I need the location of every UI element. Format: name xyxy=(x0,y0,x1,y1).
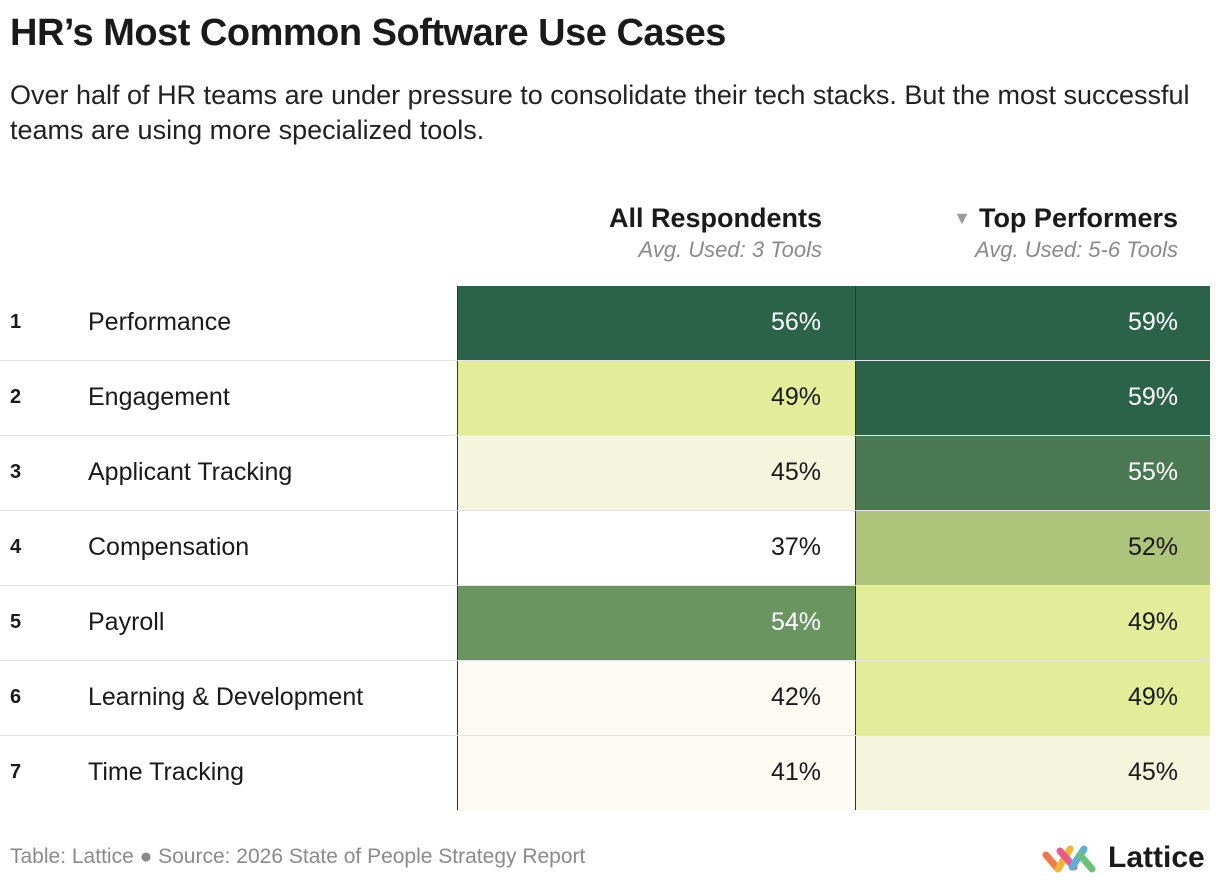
column-header-all-respondents[interactable]: All Respondents Avg. Used: 3 Tools xyxy=(460,200,822,264)
cell-all-respondents: 49% xyxy=(457,361,855,435)
cell-top-performers: 59% xyxy=(855,361,1210,435)
cell-top-performers: 55% xyxy=(855,436,1210,510)
cell-all-respondents: 42% xyxy=(457,661,855,735)
table-row[interactable]: 4 Compensation 37% 52% xyxy=(0,511,1210,586)
column-header-top-performers[interactable]: ▼ Top Performers Avg. Used: 5-6 Tools xyxy=(860,200,1178,264)
row-rank: 3 xyxy=(10,461,22,483)
cell-top-performers: 49% xyxy=(855,661,1210,735)
column-header-title: Top Performers xyxy=(978,203,1178,233)
row-rank: 4 xyxy=(10,536,22,558)
table-row[interactable]: 6 Learning & Development 42% 49% xyxy=(0,661,1210,736)
row-label: Learning & Development xyxy=(88,683,364,711)
table-row[interactable]: 3 Applicant Tracking 45% 55% xyxy=(0,436,1210,511)
row-rank: 6 xyxy=(10,686,22,708)
row-label: Compensation xyxy=(88,533,250,561)
cell-top-performers: 45% xyxy=(855,736,1210,810)
cell-top-performers: 49% xyxy=(855,586,1210,660)
logo-text: Lattice xyxy=(1108,841,1205,874)
cell-all-respondents: 45% xyxy=(457,436,855,510)
column-header-subtitle: Avg. Used: 5-6 Tools xyxy=(974,237,1178,262)
table-row[interactable]: 5 Payroll 54% 49% xyxy=(0,586,1210,661)
table-row[interactable]: 2 Engagement 49% 59% xyxy=(0,361,1210,436)
table-row[interactable]: 1 Performance 56% 59% xyxy=(0,286,1210,361)
column-header-title: All Respondents xyxy=(608,203,822,233)
row-rank: 5 xyxy=(10,611,22,633)
cell-top-performers: 52% xyxy=(855,511,1210,585)
row-rank: 1 xyxy=(10,311,22,333)
cell-all-respondents: 54% xyxy=(457,586,855,660)
table-row[interactable]: 7 Time Tracking 41% 45% xyxy=(0,736,1210,810)
cell-all-respondents: 41% xyxy=(457,736,855,810)
chart-title: HR’s Most Common Software Use Cases xyxy=(10,12,726,54)
data-table: 1 Performance 56% 59% 2 Engagement 49% 59% 3 Appl… xyxy=(0,286,1210,810)
lattice-logo[interactable]: Lattice xyxy=(1042,838,1205,878)
cell-all-respondents: 37% xyxy=(457,511,855,585)
row-label: Payroll xyxy=(88,608,165,636)
row-label: Engagement xyxy=(88,383,230,411)
row-label: Performance xyxy=(88,308,232,336)
sort-descending-icon[interactable]: ▼ xyxy=(953,208,971,228)
chart-subtitle: Over half of HR teams are under pressure… xyxy=(10,80,1190,145)
column-header-subtitle: Avg. Used: 3 Tools xyxy=(638,237,822,262)
source-footer: Table: Lattice ● Source: 2026 State of P… xyxy=(10,845,586,868)
row-rank: 2 xyxy=(10,386,22,408)
row-label: Time Tracking xyxy=(88,758,245,786)
cell-all-respondents: 56% xyxy=(457,286,855,360)
lattice-logo-icon xyxy=(1042,845,1096,873)
cell-top-performers: 59% xyxy=(855,286,1210,360)
row-label: Applicant Tracking xyxy=(88,458,293,486)
row-rank: 7 xyxy=(10,761,22,783)
